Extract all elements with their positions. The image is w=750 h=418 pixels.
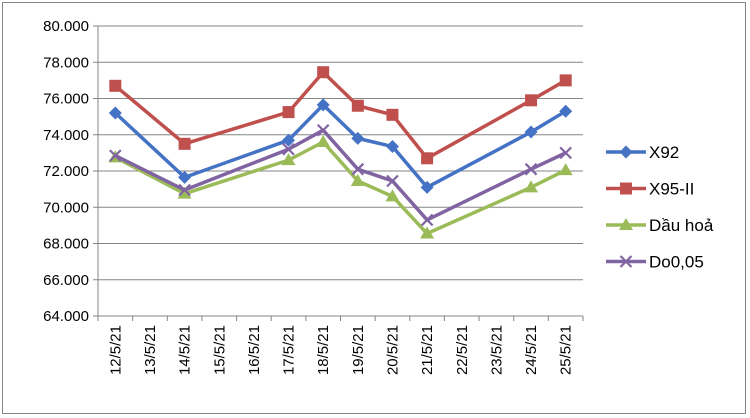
series-0: [108, 98, 573, 194]
y-tick-label: 64.000: [43, 308, 89, 325]
data-point-marker: [351, 162, 365, 176]
y-tick-label: 68.000: [43, 236, 89, 253]
series-lines: [108, 66, 573, 239]
x-tick-label: 24/5/21: [523, 325, 540, 375]
x-tick-label: 16/5/21: [246, 325, 263, 375]
data-point-marker: [386, 174, 399, 188]
data-point-marker: [524, 180, 539, 193]
legend-label: Do0,05: [649, 253, 704, 272]
y-tick-labels: 64.000 66.000 68.000 70.000 72.000 74.000 76.0…: [43, 18, 89, 325]
data-point-marker: [559, 146, 572, 160]
legend-label: X92: [649, 143, 679, 162]
x-tick-label: 21/5/21: [419, 325, 436, 375]
series-3: [109, 123, 572, 227]
data-point-marker: [524, 162, 538, 176]
gridlines: [98, 25, 583, 281]
x-tick-label: 12/5/21: [107, 325, 124, 375]
y-tick-label: 70.000: [43, 199, 89, 216]
data-point-marker: [350, 173, 365, 186]
x-tick-label: 19/5/21: [350, 325, 367, 375]
data-point-marker: [177, 186, 192, 199]
series-2: [108, 135, 573, 239]
data-point-marker: [282, 133, 296, 147]
data-point-marker: [178, 183, 191, 197]
data-point-marker: [282, 106, 295, 119]
data-point-marker: [282, 142, 295, 156]
data-point-marker: [317, 66, 330, 79]
data-point-marker: [178, 137, 191, 150]
y-tick-label: 72.000: [43, 163, 89, 180]
axes: [93, 25, 584, 321]
x-tick-label: 15/5/21: [211, 325, 228, 375]
data-point-marker: [386, 108, 399, 121]
y-tick-label: 80.000: [43, 18, 89, 35]
data-point-marker: [421, 152, 434, 165]
legend-item: Dầu hoả: [606, 216, 714, 235]
data-point-marker: [109, 149, 122, 162]
data-point-marker: [351, 99, 364, 112]
y-tick-label: 78.000: [43, 54, 89, 71]
data-point-marker: [524, 125, 538, 139]
data-point-marker: [619, 255, 633, 268]
legend: X92 X95-II Dầu hoả Do0,05: [606, 143, 714, 272]
x-tick-label: 22/5/21: [454, 325, 471, 375]
chart-frame: [2, 2, 746, 414]
data-point-marker: [619, 145, 633, 159]
data-point-marker: [559, 74, 572, 87]
legend-label: Dầu hoả: [649, 216, 714, 235]
data-point-marker: [420, 180, 434, 194]
data-point-marker: [619, 218, 633, 230]
data-point-marker: [385, 189, 400, 202]
data-point-marker: [351, 131, 365, 145]
data-point-marker: [620, 182, 632, 195]
x-tick-label: 25/5/21: [558, 325, 575, 375]
x-tick-label: 18/5/21: [315, 325, 332, 375]
y-tick-label: 66.000: [43, 272, 89, 289]
data-point-marker: [316, 135, 331, 147]
data-point-marker: [525, 94, 538, 107]
data-point-marker: [108, 106, 122, 120]
data-point-marker: [178, 170, 192, 184]
x-tick-label: 17/5/21: [281, 325, 298, 375]
data-point-marker: [281, 153, 296, 166]
data-point-marker: [559, 104, 573, 118]
x-tick-label: 23/5/21: [488, 325, 505, 375]
data-point-marker: [385, 140, 399, 154]
legend-item: X92: [606, 143, 679, 162]
series-1: [109, 66, 572, 165]
data-point-marker: [316, 123, 330, 137]
x-tick-labels: 12/5/21 13/5/21 14/5/21 15/5/21 16/5/21 17/5/…: [107, 325, 574, 375]
x-tick-label: 14/5/21: [177, 325, 194, 375]
legend-item: Do0,05: [606, 253, 704, 272]
data-point-marker: [420, 213, 434, 227]
data-point-marker: [316, 98, 330, 112]
y-tick-label: 74.000: [43, 127, 89, 144]
x-tick-label: 13/5/21: [142, 325, 159, 375]
data-point-marker: [558, 163, 573, 176]
data-point-marker: [109, 79, 122, 92]
x-tick-label: 20/5/21: [384, 325, 401, 375]
legend-label: X95-II: [649, 180, 694, 199]
y-tick-label: 76.000: [43, 91, 89, 108]
legend-item: X95-II: [606, 180, 694, 199]
data-point-marker: [420, 226, 435, 239]
